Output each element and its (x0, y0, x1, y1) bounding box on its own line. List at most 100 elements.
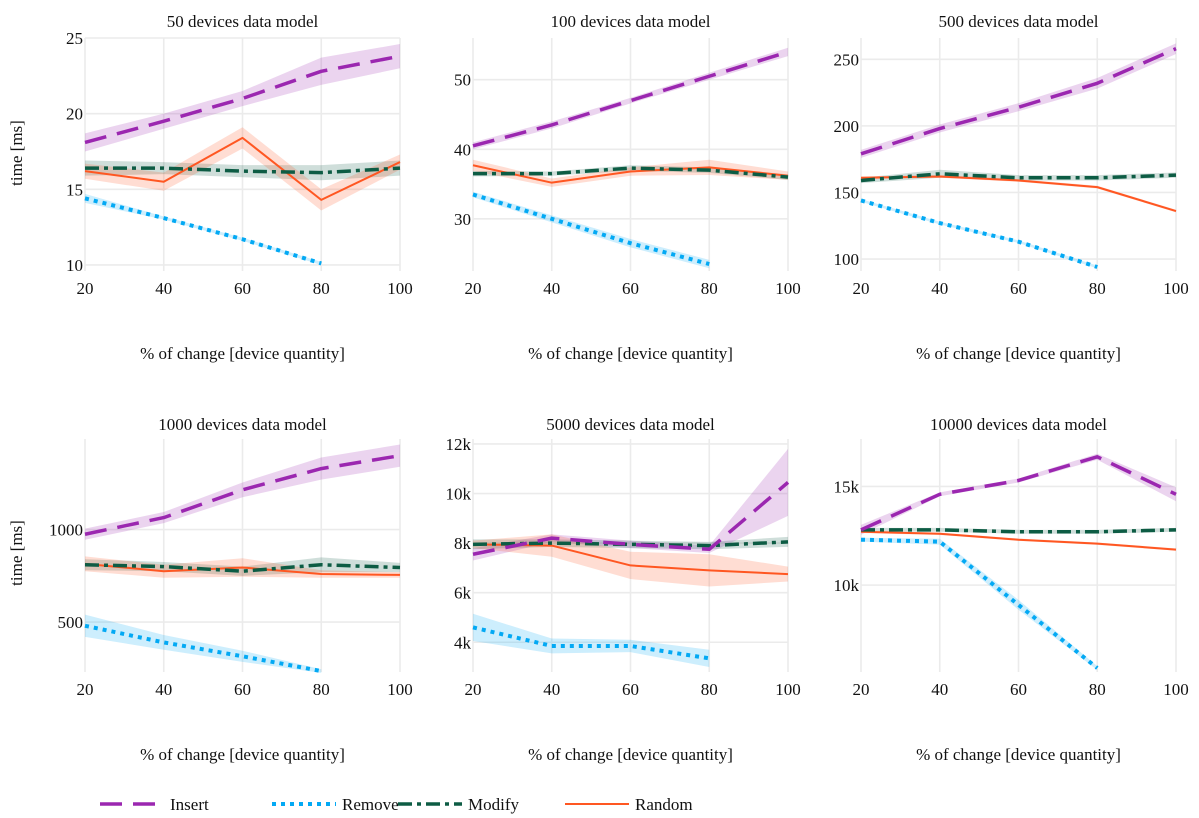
series-band-remove (85, 614, 322, 673)
series-line-remove (860, 537, 1099, 670)
chart-panels: 20 40 60 80 100 10 15 20 25 50 devices data model… (49, 12, 1189, 764)
x-tick-label: 60 (234, 680, 251, 699)
x-axis-label: % of change [device quantity] (528, 344, 733, 363)
series-line-random (472, 164, 789, 184)
series-line-random (84, 136, 401, 201)
series-band-random (473, 534, 788, 587)
series-band-remove (473, 191, 710, 269)
series-line-random (860, 175, 1177, 213)
series-line-random (84, 562, 401, 576)
x-axis-label: % of change [device quantity] (140, 344, 345, 363)
series-line-remove (84, 623, 322, 674)
series-line-insert (472, 50, 789, 148)
legend-label: Random (635, 795, 693, 814)
x-tick-label: 20 (853, 680, 870, 699)
series-band-random (85, 127, 400, 211)
x-axis-label: % of change [device quantity] (140, 745, 345, 764)
y-tick-label: 4k (454, 633, 472, 652)
y-tick-label: 8k (454, 534, 472, 553)
chart-legend: Insert Remove Modify Random (100, 795, 693, 814)
series-line-remove (860, 198, 1098, 269)
x-tick-label: 20 (465, 680, 482, 699)
x-tick-label: 100 (1163, 279, 1189, 298)
x-tick-label: 60 (622, 279, 639, 298)
series-line-modify (84, 562, 401, 573)
x-tick-label: 100 (775, 279, 801, 298)
series-line-random (860, 530, 1177, 551)
x-axis-label: % of change [device quantity] (528, 745, 733, 764)
panel-title: 100 devices data model (550, 12, 710, 31)
x-tick-label: 40 (155, 279, 172, 298)
legend-item-remove: Remove (272, 795, 399, 814)
x-tick-label: 40 (155, 680, 172, 699)
series-line-insert (472, 481, 790, 556)
series-line-modify (85, 166, 401, 175)
y-axis-title-top: time [ms] (7, 120, 26, 186)
y-tick-label: 30 (454, 210, 471, 229)
x-tick-label: 80 (701, 680, 718, 699)
series-band-remove (85, 193, 322, 265)
y-tick-label: 100 (834, 250, 860, 269)
y-tick-label: 250 (834, 50, 860, 69)
chart-panel: 20 40 60 80 100 10 15 20 25 50 devices data model… (66, 12, 413, 363)
legend-label: Remove (342, 795, 399, 814)
legend-item-modify: Modify (398, 795, 520, 814)
y-tick-label: 10k (834, 576, 860, 595)
x-tick-label: 80 (1089, 680, 1106, 699)
legend-label: Insert (170, 795, 209, 814)
y-tick-label: 150 (834, 183, 860, 202)
x-tick-label: 40 (931, 680, 948, 699)
x-tick-label: 60 (622, 680, 639, 699)
x-tick-label: 100 (1163, 680, 1189, 699)
y-tick-label: 10k (446, 485, 472, 504)
legend-item-insert: Insert (100, 795, 209, 814)
x-tick-label: 100 (387, 279, 413, 298)
series-line-insert (860, 455, 1177, 532)
panel-title: 1000 devices data model (158, 415, 327, 434)
panel-title: 500 devices data model (938, 12, 1098, 31)
x-tick-label: 80 (701, 279, 718, 298)
y-axis-title-bottom: time [ms] (7, 520, 26, 586)
chart-panel: 20 40 60 80 100 100 150 200 250 500 devices data … (834, 12, 1189, 363)
y-tick-label: 1000 (49, 521, 83, 540)
series-band-modify (85, 160, 400, 181)
panel-title: 5000 devices data model (546, 415, 715, 434)
series-line-modify (861, 528, 1177, 534)
series-band-modify (861, 169, 1176, 184)
x-tick-label: 80 (1089, 279, 1106, 298)
x-tick-label: 60 (234, 279, 251, 298)
x-tick-label: 40 (931, 279, 948, 298)
panel-title: 10000 devices data model (930, 415, 1107, 434)
x-tick-label: 40 (543, 279, 560, 298)
x-tick-label: 80 (313, 680, 330, 699)
legend-item-random: Random (565, 795, 693, 814)
x-tick-label: 20 (77, 279, 94, 298)
chart-panel: 20 40 60 80 100 30 40 50 100 devices data model%… (454, 12, 801, 363)
y-tick-label: 500 (58, 613, 84, 632)
series-line-insert (84, 453, 401, 536)
series-line-modify (473, 166, 789, 179)
x-axis-label: % of change [device quantity] (916, 745, 1121, 764)
y-tick-label: 40 (454, 140, 471, 159)
y-tick-label: 12k (446, 435, 472, 454)
y-tick-label: 6k (454, 584, 472, 603)
y-tick-label: 20 (66, 105, 83, 124)
series-line-remove (472, 625, 710, 661)
y-tick-label: 200 (834, 117, 860, 136)
x-tick-label: 100 (775, 680, 801, 699)
legend-label: Modify (468, 795, 520, 814)
chart-panel: 20 40 60 80 100 10k 15k 10000 devices data mode… (834, 415, 1189, 764)
x-tick-label: 20 (77, 680, 94, 699)
x-tick-label: 20 (853, 279, 870, 298)
series-line-insert (860, 47, 1177, 156)
series-band-insert (473, 448, 788, 561)
series-line-remove (84, 196, 322, 266)
x-tick-label: 60 (1010, 279, 1027, 298)
x-tick-label: 40 (543, 680, 560, 699)
chart-panel: 20 40 60 80 100 4k 6k 8k 10k 12k 5000 devices data… (446, 415, 801, 764)
y-tick-label: 10 (66, 256, 83, 275)
x-tick-label: 20 (465, 279, 482, 298)
y-tick-label: 15 (66, 180, 83, 199)
series-band-remove (861, 199, 1098, 269)
